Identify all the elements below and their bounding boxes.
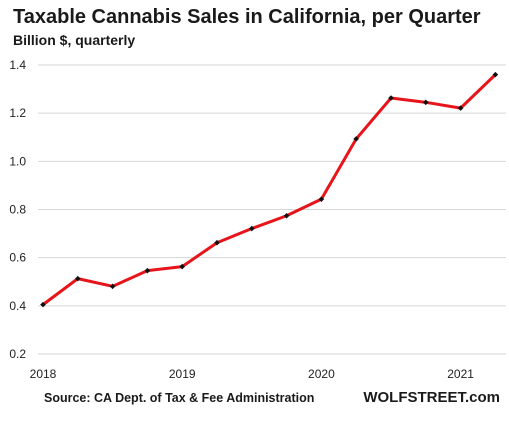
- data-point: [353, 136, 359, 142]
- y-tick-label: 1.0: [9, 154, 26, 168]
- data-point: [423, 99, 429, 106]
- y-tick-label: 1.2: [9, 106, 26, 120]
- data-point: [214, 239, 220, 246]
- x-tick-label: 2021: [447, 367, 474, 381]
- data-point: [75, 275, 81, 282]
- data-point: [283, 212, 290, 219]
- chart-subtitle: Billion $, quarterly: [13, 32, 136, 48]
- source-note: Source: CA Dept. of Tax & Fee Administra…: [44, 391, 315, 405]
- data-point: [40, 301, 46, 308]
- data-point: [492, 71, 499, 78]
- brand-logo: WOLFSTREET.com: [363, 389, 500, 406]
- data-point: [318, 196, 325, 202]
- x-tick-label: 2020: [308, 367, 335, 381]
- data-point: [144, 267, 151, 274]
- x-tick-label: 2018: [30, 367, 57, 381]
- y-tick-label: 1.4: [9, 58, 26, 72]
- series-line: [41, 73, 497, 307]
- chart-title: Taxable Cannabis Sales in California, pe…: [13, 6, 481, 28]
- data-point: [457, 105, 464, 111]
- data-point: [109, 283, 116, 290]
- data-point: [249, 225, 255, 232]
- data-point: [179, 263, 185, 270]
- y-tick-label: 0.4: [9, 299, 26, 313]
- y-tick-label: 0.8: [9, 203, 26, 217]
- y-tick-label: 0.6: [9, 251, 26, 265]
- data-point: [388, 95, 394, 101]
- y-tick-label: 0.2: [9, 347, 26, 361]
- x-tick-label: 2019: [169, 367, 196, 381]
